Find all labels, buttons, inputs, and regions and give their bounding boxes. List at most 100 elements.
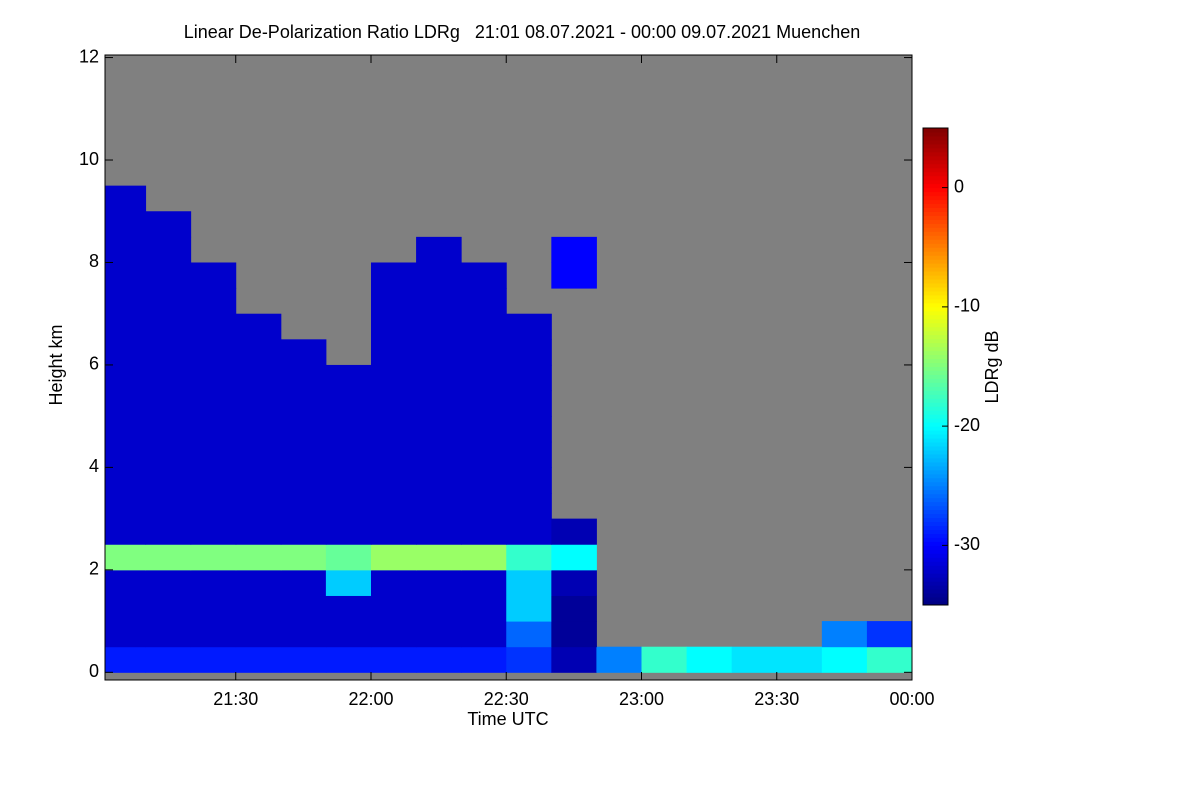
colorbar-swatch (923, 581, 948, 586)
heatmap-cell (416, 595, 462, 622)
heatmap-cell (105, 390, 147, 417)
heatmap-cell (235, 313, 282, 340)
colorbar-swatch (923, 318, 948, 324)
heatmap-cell (370, 339, 417, 366)
colorbar-swatch (923, 195, 948, 201)
heatmap-cell (235, 416, 282, 443)
heatmap-cell (145, 467, 192, 494)
colorbar-swatch (923, 135, 948, 141)
heatmap-cell (105, 621, 147, 648)
colorbar-swatch (923, 374, 948, 379)
heatmap-cell (731, 646, 778, 673)
heatmap-cell (370, 569, 417, 596)
x-tick-label: 23:00 (619, 689, 664, 709)
heatmap-cell (325, 544, 372, 571)
colorbar-swatch (923, 553, 948, 558)
heatmap-cell (416, 493, 462, 520)
colorbar-swatch (923, 211, 948, 216)
heatmap-cell (325, 646, 372, 673)
heatmap-cell (416, 467, 462, 494)
heatmap-cell (105, 416, 147, 443)
colorbar-swatch (923, 314, 948, 320)
heatmap-cell (190, 467, 237, 494)
y-tick-label: 2 (89, 559, 99, 579)
colorbar-swatch (923, 219, 948, 224)
colorbar-tick-label: -30 (954, 534, 980, 554)
colorbar-swatch (923, 215, 948, 220)
heatmap-cell (461, 467, 507, 494)
heatmap-cell (280, 595, 327, 622)
heatmap-cell (145, 236, 192, 263)
heatmap-cell (235, 467, 282, 494)
colorbar-swatch (923, 183, 948, 189)
colorbar-swatch (923, 589, 948, 594)
heatmap-cell (190, 339, 237, 366)
heatmap-cell (551, 262, 597, 289)
colorbar-tick-label: 0 (954, 176, 964, 196)
heatmap-cell (506, 646, 552, 673)
colorbar-swatch (923, 155, 948, 161)
heatmap-cell (190, 416, 237, 443)
heatmap-cell (370, 518, 417, 545)
colorbar-swatch (923, 370, 948, 375)
heatmap-cell (506, 467, 552, 494)
heatmap-cell (145, 595, 192, 622)
colorbar-swatch (923, 263, 948, 268)
heatmap-cell (105, 467, 147, 494)
heatmap-cell (145, 569, 192, 596)
heatmap-cell (105, 518, 147, 545)
heatmap-cell (506, 544, 552, 571)
colorbar-swatch (923, 310, 948, 316)
x-tick-label: 22:30 (484, 689, 529, 709)
heatmap-cell (145, 364, 192, 392)
y-tick-label: 6 (89, 354, 99, 374)
heatmap-cell (280, 390, 327, 417)
heatmap-cell (416, 364, 462, 392)
heatmap-cell (416, 390, 462, 417)
colorbar-swatch (923, 453, 948, 459)
heatmap-cell (461, 390, 507, 417)
heatmap-cell (145, 313, 192, 340)
heatmap-cell (190, 364, 237, 392)
colorbar-swatch (923, 350, 948, 356)
colorbar-swatch (923, 446, 948, 451)
heatmap-cell (325, 441, 372, 468)
heatmap-cell (325, 416, 372, 443)
heatmap-cell (280, 569, 327, 596)
colorbar-swatch (923, 159, 948, 165)
x-axis-label: Time UTC (467, 709, 548, 729)
colorbar-swatch (923, 457, 948, 463)
heatmap-cell (866, 621, 913, 648)
heatmap-cell (461, 493, 507, 520)
colorbar-swatch (923, 521, 948, 526)
colorbar-swatch (923, 342, 948, 348)
colorbar-swatch (923, 593, 948, 598)
heatmap-cell (280, 416, 327, 443)
heatmap-cell (506, 518, 552, 545)
heatmap-cell (145, 211, 192, 238)
heatmap-cell (416, 544, 462, 571)
colorbar-swatch (923, 449, 948, 455)
heatmap-cell (461, 569, 507, 596)
colorbar-swatch (923, 529, 948, 534)
colorbar-swatch (923, 279, 948, 284)
heatmap-cell (776, 646, 823, 673)
heatmap-cell (506, 390, 552, 417)
y-tick-label: 12 (79, 46, 99, 66)
plot-frame (104, 54, 913, 681)
colorbar-swatch (923, 251, 948, 256)
heatmap-cell (506, 569, 552, 596)
colorbar-swatch (923, 525, 948, 530)
heatmap-cell (370, 390, 417, 417)
heatmap-cell (416, 621, 462, 648)
colorbar-swatch (923, 275, 948, 280)
y-axis-label: Height km (46, 324, 66, 405)
colorbar-label: LDRg dB (982, 330, 1002, 403)
colorbar-swatch (923, 179, 948, 185)
heatmap-cell (506, 364, 552, 392)
x-tick-label: 23:30 (754, 689, 799, 709)
colorbar-swatch (923, 517, 948, 523)
colorbar-swatch (923, 354, 948, 360)
heatmap-cell (551, 518, 597, 545)
